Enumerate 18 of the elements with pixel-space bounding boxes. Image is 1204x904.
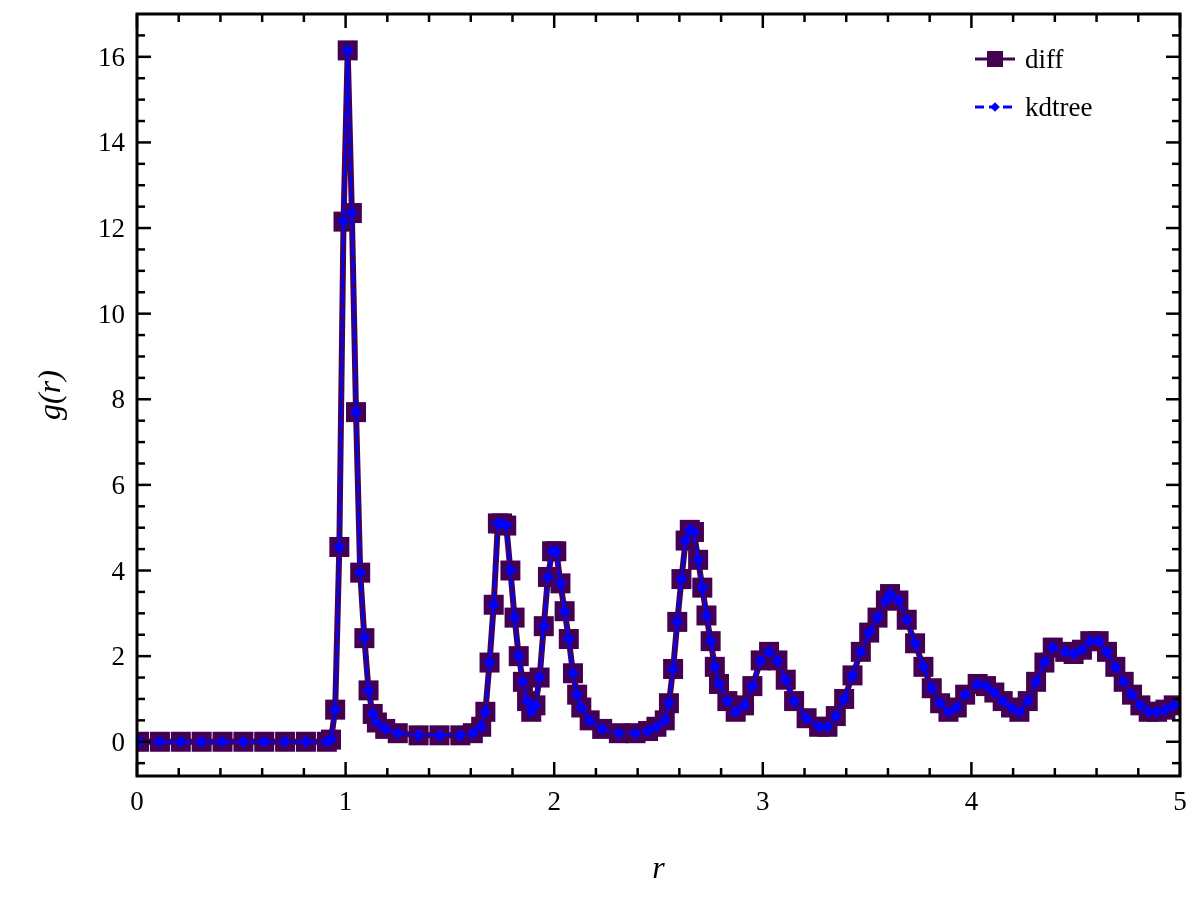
y-tick-label: 8	[111, 384, 125, 415]
y-tick-label: 12	[98, 213, 125, 244]
x-tick-label: 3	[756, 786, 770, 816]
y-tick-label: 0	[111, 726, 125, 757]
legend-label: diff	[1025, 44, 1064, 74]
x-axis-title: r	[652, 849, 666, 885]
x-tick-label: 1	[338, 786, 353, 816]
x-tick-label: 5	[1173, 786, 1187, 816]
y-axis-title: g(r)	[31, 370, 67, 420]
y-tick-label: 10	[98, 298, 125, 329]
x-tick-label: 4	[964, 786, 979, 816]
y-tick-label: 16	[98, 41, 125, 72]
y-tick-label: 2	[111, 641, 125, 672]
y-tick-label: 6	[111, 469, 125, 500]
y-tick-label: 14	[98, 127, 126, 158]
y-tick-label: 4	[111, 555, 126, 586]
x-tick-label: 2	[547, 786, 561, 816]
legend-label: kdtree	[1025, 92, 1093, 122]
